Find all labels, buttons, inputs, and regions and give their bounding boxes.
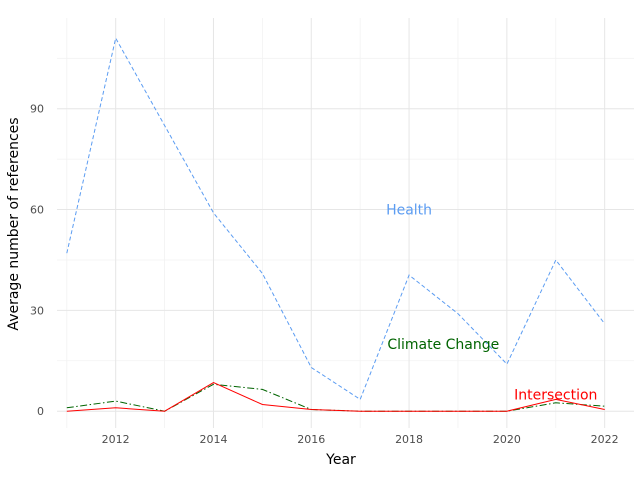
x-axis-title: Year [325, 452, 356, 468]
x-tick-label: 2016 [297, 433, 325, 446]
x-tick-label: 2022 [591, 433, 619, 446]
minor-gridlines [57, 18, 634, 428]
series-line-intersection [66, 382, 605, 412]
series-line-climate [66, 383, 605, 412]
series-annotation: Intersection [514, 387, 597, 403]
y-tick-label: 90 [30, 103, 44, 116]
series-line-health [66, 36, 606, 401]
y-tick-labels: 0 30 60 90 [30, 103, 44, 418]
series-lines [66, 36, 606, 412]
series-annotations: Health Climate Change Intersection [386, 203, 597, 404]
y-axis-title: Average number of references [6, 117, 22, 330]
y-tick-label: 30 [30, 304, 44, 317]
y-tick-label: 0 [37, 405, 44, 418]
x-tick-label: 2018 [395, 433, 423, 446]
x-tick-label: 2012 [102, 433, 130, 446]
x-tick-labels: 2012 2014 2016 2018 2020 2022 [102, 433, 619, 446]
series-annotation: Health [386, 203, 432, 219]
x-tick-label: 2014 [199, 433, 227, 446]
y-tick-label: 60 [30, 204, 44, 217]
series-annotation: Climate Change [387, 337, 499, 353]
major-gridlines [57, 18, 634, 428]
x-tick-label: 2020 [493, 433, 521, 446]
